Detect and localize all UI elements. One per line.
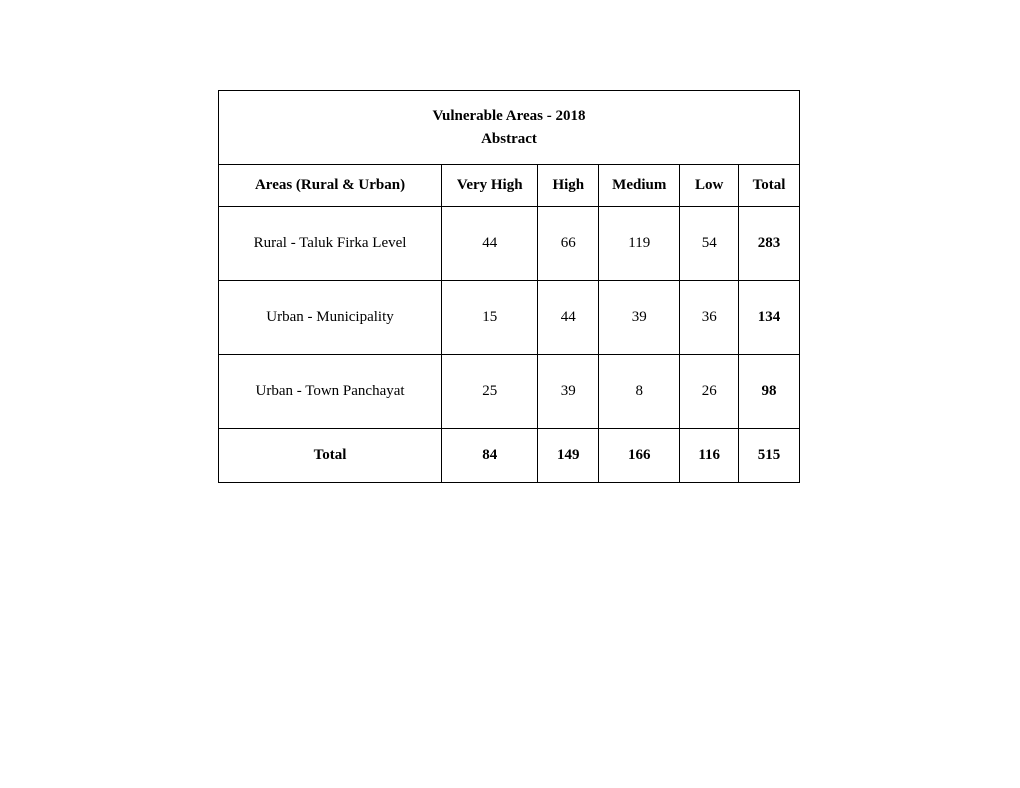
vulnerable-areas-table: Vulnerable Areas - 2018 Abstract Areas (… <box>218 90 800 483</box>
total-label: Total <box>219 429 442 483</box>
header-high: High <box>538 165 599 207</box>
table-title: Vulnerable Areas - 2018 Abstract <box>219 91 800 165</box>
total-row: Total 84 149 166 116 515 <box>219 429 800 483</box>
cell-area: Urban - Municipality <box>219 281 442 355</box>
total-high: 149 <box>538 429 599 483</box>
table-row: Urban - Municipality 15 44 39 36 134 <box>219 281 800 355</box>
cell-medium: 39 <box>599 281 680 355</box>
header-area: Areas (Rural & Urban) <box>219 165 442 207</box>
cell-area: Urban - Town Panchayat <box>219 355 442 429</box>
title-line-2: Abstract <box>481 131 537 147</box>
cell-low: 54 <box>680 207 739 281</box>
total-medium: 166 <box>599 429 680 483</box>
grand-total: 515 <box>739 429 800 483</box>
header-medium: Medium <box>599 165 680 207</box>
cell-area: Rural - Taluk Firka Level <box>219 207 442 281</box>
cell-medium: 8 <box>599 355 680 429</box>
cell-medium: 119 <box>599 207 680 281</box>
cell-low: 36 <box>680 281 739 355</box>
cell-very-high: 44 <box>442 207 538 281</box>
cell-row-total: 134 <box>739 281 800 355</box>
title-line-1: Vulnerable Areas - 2018 <box>433 108 586 124</box>
cell-high: 66 <box>538 207 599 281</box>
cell-high: 39 <box>538 355 599 429</box>
header-low: Low <box>680 165 739 207</box>
header-very-high: Very High <box>442 165 538 207</box>
total-very-high: 84 <box>442 429 538 483</box>
cell-high: 44 <box>538 281 599 355</box>
header-row: Areas (Rural & Urban) Very High High Med… <box>219 165 800 207</box>
header-total: Total <box>739 165 800 207</box>
total-low: 116 <box>680 429 739 483</box>
cell-row-total: 283 <box>739 207 800 281</box>
cell-very-high: 15 <box>442 281 538 355</box>
data-table: Vulnerable Areas - 2018 Abstract Areas (… <box>218 90 800 483</box>
cell-very-high: 25 <box>442 355 538 429</box>
table-row: Urban - Town Panchayat 25 39 8 26 98 <box>219 355 800 429</box>
table-row: Rural - Taluk Firka Level 44 66 119 54 2… <box>219 207 800 281</box>
cell-low: 26 <box>680 355 739 429</box>
cell-row-total: 98 <box>739 355 800 429</box>
title-row: Vulnerable Areas - 2018 Abstract <box>219 91 800 165</box>
